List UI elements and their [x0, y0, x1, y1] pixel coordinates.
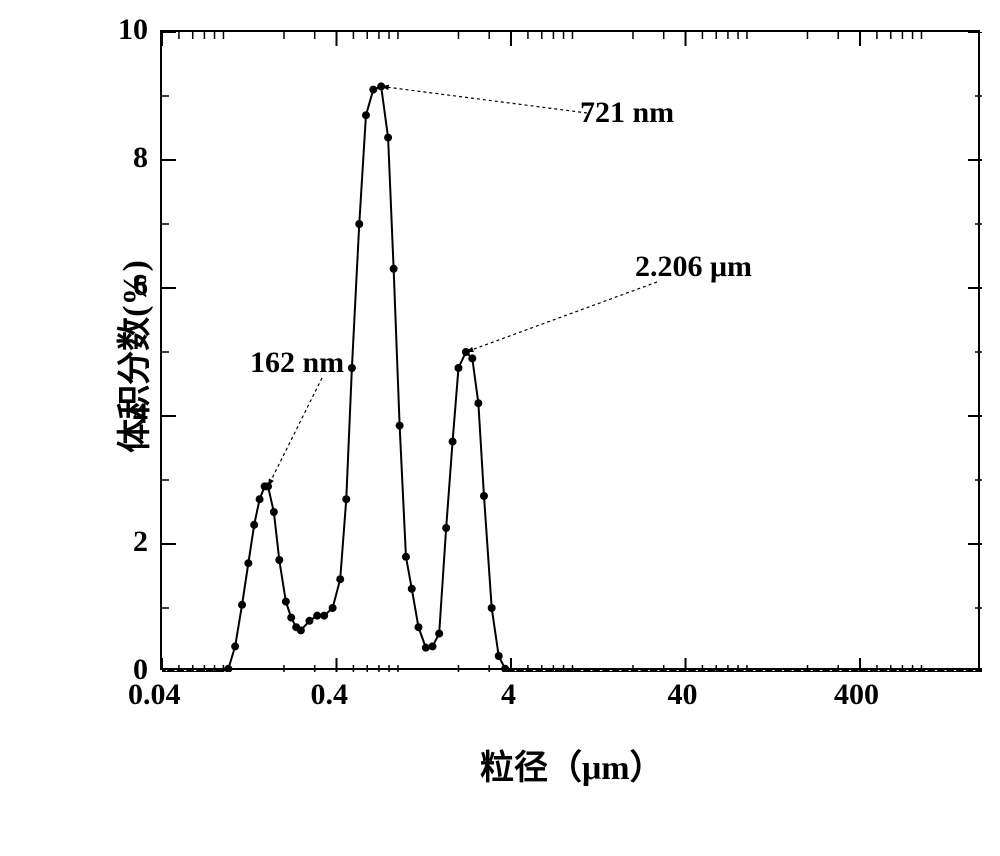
x-tick-label: 0.04 — [128, 678, 181, 712]
x-tick-label: 4 — [501, 678, 516, 712]
x-tick-label: 400 — [834, 678, 879, 712]
x-axis-label: 粒径（μm） — [480, 740, 664, 789]
x-tick-label: 40 — [668, 678, 698, 712]
y-tick-label: 10 — [118, 13, 148, 47]
annotation-label-peak1: 162 nm — [250, 346, 344, 380]
annotation-label-peak2: 721 nm — [580, 96, 674, 130]
y-axis-label: 体积分数(%) — [107, 260, 156, 453]
annotation-label-peak3: 2.206 μm — [635, 250, 752, 284]
x-tick-label: 0.4 — [311, 678, 349, 712]
y-tick-label: 2 — [133, 525, 148, 559]
y-tick-label: 8 — [133, 141, 148, 175]
chart-figure: 0 2 4 6 8 10 0.04 0.4 4 40 400 162 nm 72… — [0, 0, 1000, 856]
